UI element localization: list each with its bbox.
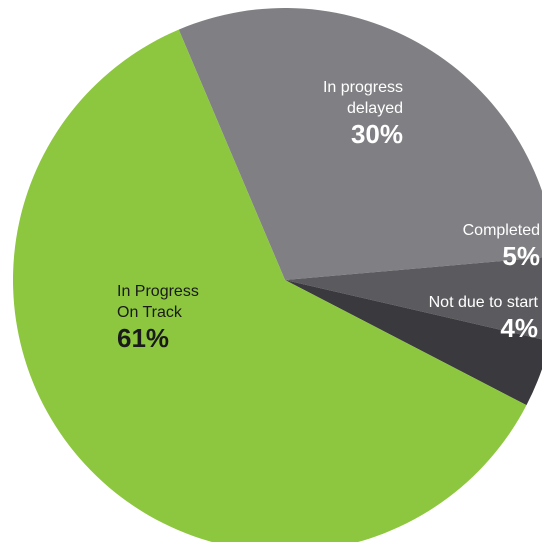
slice-label-text: On Track — [117, 304, 183, 321]
pie-slices — [13, 8, 542, 542]
slice-value-label: 30% — [351, 119, 403, 149]
slice-label-text: Not due to start — [429, 294, 539, 311]
slice-value-label: 5% — [502, 241, 540, 271]
pie-slice-not-due-to-start — [285, 280, 542, 406]
slice-label-text: In progress — [323, 79, 403, 96]
slice-value-label: 61% — [117, 323, 169, 353]
slice-value-label: 4% — [500, 313, 538, 343]
pie-slice-in-progress-on-track — [13, 29, 527, 542]
slice-label-in-progress-on-track: In Progress On Track 61% — [117, 283, 199, 353]
pie-slice-in-progress-delayed — [178, 8, 542, 280]
pie-labels: In Progress On Track 61% In progress delayed… — [117, 79, 540, 353]
slice-label-text: delayed — [347, 100, 403, 117]
slice-label-text: Completed — [463, 222, 540, 239]
slice-label-in-progress-delayed: In progress delayed 30% — [323, 79, 403, 149]
slice-label-completed: Completed 5% — [463, 222, 540, 271]
slice-label-text: In Progress — [117, 283, 199, 300]
pie-slice-completed — [285, 257, 542, 340]
slice-label-not-due-to-start: Not due to start 4% — [429, 294, 539, 343]
